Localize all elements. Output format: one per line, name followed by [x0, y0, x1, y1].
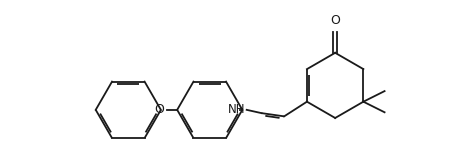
Text: NH: NH	[228, 103, 245, 116]
Text: O: O	[330, 14, 339, 27]
Text: O: O	[154, 103, 164, 116]
